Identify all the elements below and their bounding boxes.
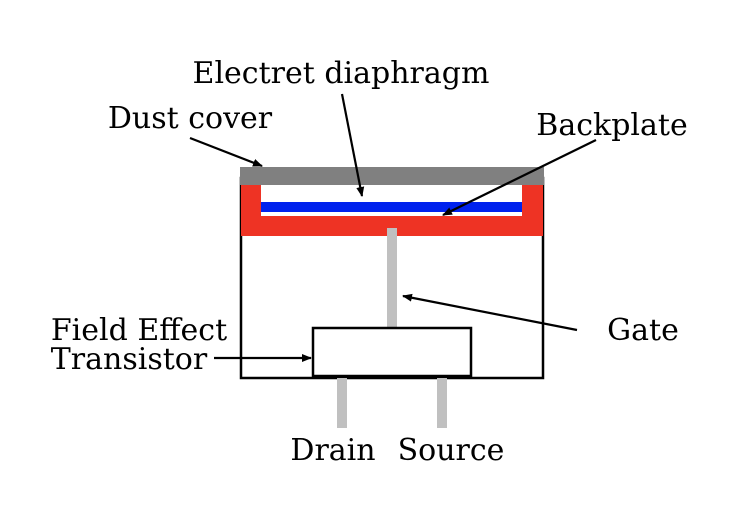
source-label: Source [398,433,505,468]
diaphragm-shape [261,202,522,212]
source-pin [437,378,447,428]
electret-diaphragm-arrow [340,93,365,197]
dust-cover-arrow [189,136,263,168]
transistor-label: Transistor [51,342,208,377]
dust-cover-shape [240,167,544,185]
backplate-arrow [442,139,597,216]
electret-diaphragm-label: Electret diaphragm [193,56,490,91]
backplate-label: Backplate [536,108,687,143]
drain-label: Drain [290,433,375,468]
gate-pin [387,228,397,328]
gate-arrow [402,293,578,332]
backplate-shape [241,185,543,236]
field-effect-label: Field Effect [51,313,227,348]
drain-pin [337,378,347,428]
gate-label: Gate [607,313,679,348]
fet-block [311,326,473,378]
dust-cover-label: Dust cover [108,101,273,136]
